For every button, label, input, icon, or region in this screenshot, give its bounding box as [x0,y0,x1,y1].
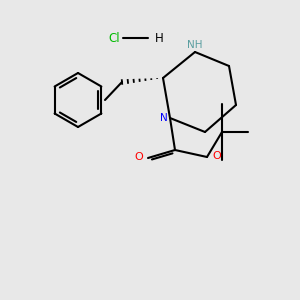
Text: N: N [160,113,168,123]
Text: H: H [155,32,164,44]
Text: NH: NH [187,40,203,50]
Text: O: O [212,151,221,161]
Text: O: O [134,152,143,162]
Text: Cl: Cl [108,32,120,44]
